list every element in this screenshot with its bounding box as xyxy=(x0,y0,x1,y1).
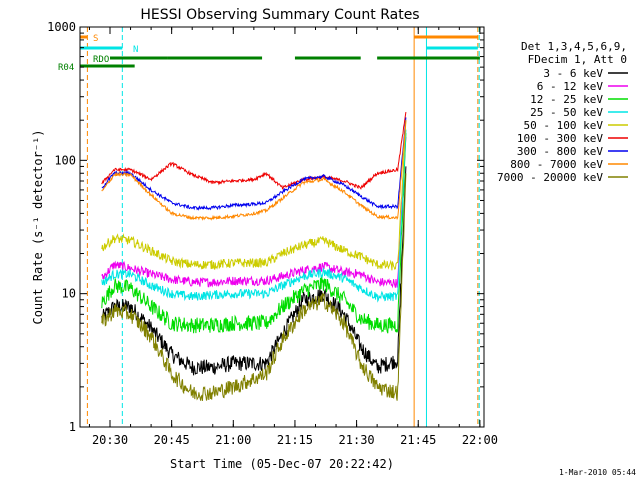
legend-header-line-2: FDecim 1, Att 0 xyxy=(528,53,627,66)
series-line-8 xyxy=(101,173,407,402)
x-tick-label-6: 22:00 xyxy=(462,433,498,447)
series-line-6 xyxy=(101,117,407,211)
flag-label-0: S xyxy=(93,34,98,44)
plot-area: S N RDO R04 xyxy=(58,27,480,427)
plot-frame xyxy=(79,26,485,428)
x-tick-label-3: 21:15 xyxy=(277,433,313,447)
series-line-5 xyxy=(101,112,407,190)
series-line-1 xyxy=(101,136,407,289)
y-tick-label-1: 10 xyxy=(62,287,76,301)
legend: Det 1,3,4,5,6,9, FDecim 1, Att 0 3 - 6 k… xyxy=(497,40,628,184)
series-line-4 xyxy=(101,120,407,271)
x-tick-label-4: 21:30 xyxy=(339,433,375,447)
legend-label-2: 12 - 25 keV xyxy=(530,93,603,106)
legend-label-8: 7000 - 20000 keV xyxy=(497,171,603,184)
y-tick-label-3: 1000 xyxy=(47,20,76,34)
legend-label-7: 800 - 7000 keV xyxy=(510,158,603,171)
x-tick-label-0: 20:30 xyxy=(92,433,128,447)
legend-label-4: 50 - 100 keV xyxy=(524,119,604,132)
y-tick-label-0: 1 xyxy=(69,420,76,434)
y-axis: 1 10 100 1000 xyxy=(47,20,484,434)
legend-label-1: 6 - 12 keV xyxy=(537,80,604,93)
flag-label-1: N xyxy=(133,45,138,55)
series-line-3 xyxy=(101,129,407,303)
flag-label-3: R04 xyxy=(58,63,74,73)
y-tick-label-2: 100 xyxy=(54,153,76,167)
footer-timestamp: 1-Mar-2010 05:44 xyxy=(559,468,636,477)
x-tick-label-1: 20:45 xyxy=(154,433,190,447)
x-axis-label: Start Time (05-Dec-07 20:22:42) xyxy=(170,457,394,471)
legend-label-0: 3 - 6 keV xyxy=(543,67,603,80)
x-axis: 20:30 20:45 21:00 21:15 21:30 21:45 22:00 xyxy=(88,27,498,447)
chart-title: HESSI Observing Summary Count Rates xyxy=(140,7,419,23)
series-line-2 xyxy=(101,133,407,334)
series-line-7 xyxy=(101,120,407,221)
series-line-0 xyxy=(101,166,407,376)
flag-label-2: RDO xyxy=(93,55,109,65)
legend-label-5: 100 - 300 keV xyxy=(517,132,603,145)
x-tick-label-5: 21:45 xyxy=(400,433,436,447)
x-tick-label-2: 21:00 xyxy=(215,433,251,447)
legend-header-line-1: Det 1,3,4,5,6,9, xyxy=(521,40,627,53)
legend-label-6: 300 - 800 keV xyxy=(517,145,603,158)
legend-label-3: 25 - 50 keV xyxy=(530,106,603,119)
y-axis-label: Count Rate (s⁻¹ detector⁻¹) xyxy=(31,129,45,324)
